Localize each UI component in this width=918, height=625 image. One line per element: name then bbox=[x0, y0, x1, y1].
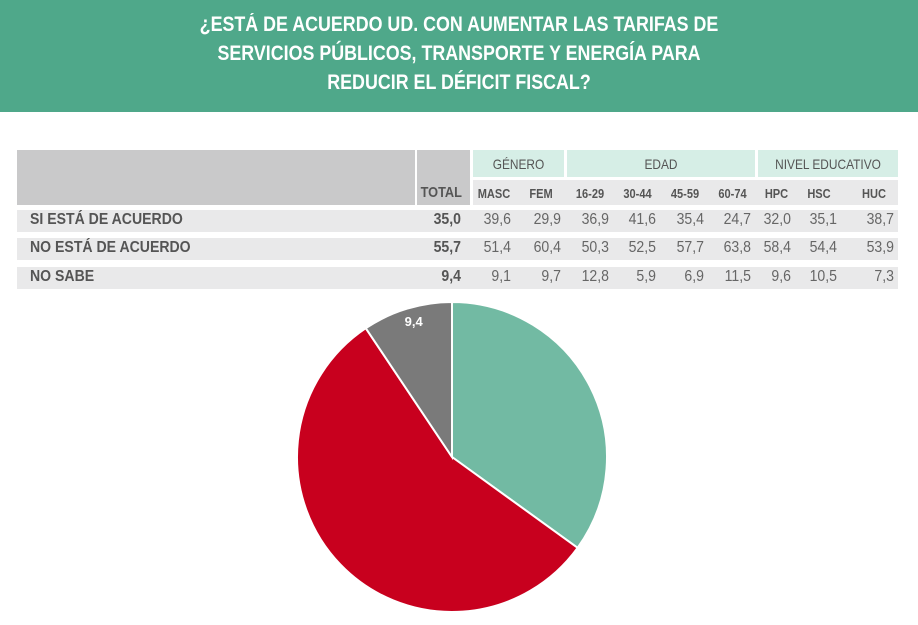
column-header: HPC bbox=[764, 186, 789, 201]
cell-value: 50,3 bbox=[581, 239, 609, 256]
group-label: EDAD bbox=[644, 156, 678, 172]
column-header: 16-29 bbox=[575, 186, 605, 201]
total-value: 35,0 bbox=[433, 211, 461, 228]
cell-value: 9,7 bbox=[541, 268, 561, 285]
cell-value: 9,1 bbox=[491, 268, 511, 285]
column-header: FEM bbox=[529, 186, 553, 201]
pie-label: 35,0 bbox=[547, 320, 572, 335]
group-label: GÉNERO bbox=[492, 156, 545, 172]
cell-value: 53,9 bbox=[866, 239, 894, 256]
cell-value: 35,4 bbox=[676, 211, 704, 228]
pie-slice bbox=[364, 300, 453, 461]
cell-value: 60,4 bbox=[533, 239, 561, 256]
total-value: 55,7 bbox=[433, 239, 461, 256]
pie-label: 55,7 bbox=[358, 593, 383, 608]
column-header: TOTAL bbox=[420, 184, 462, 201]
row-label: SI ESTÁ DE ACUERDO bbox=[30, 211, 183, 228]
cell-value: 35,1 bbox=[809, 211, 837, 228]
group-genero: GÉNERO bbox=[473, 150, 564, 177]
cell-value: 57,7 bbox=[676, 239, 704, 256]
table-row bbox=[17, 267, 898, 289]
column-header-band bbox=[473, 180, 898, 205]
group-label: NIVEL EDUCATIVO bbox=[775, 156, 881, 172]
title-line: REDUCIR EL DÉFICIT FISCAL? bbox=[327, 71, 591, 94]
title-line: SERVICIOS PÚBLICOS, TRANSPORTE Y ENERGÍA… bbox=[217, 42, 701, 65]
column-header: 45-59 bbox=[670, 186, 700, 201]
pie-slice bbox=[296, 326, 579, 613]
cell-value: 51,4 bbox=[483, 239, 511, 256]
table-header-blank bbox=[17, 150, 415, 205]
cell-value: 39,6 bbox=[483, 211, 511, 228]
column-header: 60-74 bbox=[718, 186, 747, 201]
row-label: NO ESTÁ DE ACUERDO bbox=[30, 239, 191, 256]
column-header: 30-44 bbox=[623, 186, 652, 201]
column-header: HUC bbox=[862, 186, 886, 201]
cell-value: 29,9 bbox=[533, 211, 561, 228]
cell-value: 36,9 bbox=[581, 211, 609, 228]
cell-value: 24,7 bbox=[723, 211, 751, 228]
column-header: HSC bbox=[807, 186, 831, 201]
group-nivel-educativo: NIVEL EDUCATIVO bbox=[758, 150, 898, 177]
total-header-cell bbox=[417, 150, 470, 205]
cell-value: 63,8 bbox=[723, 239, 751, 256]
table-row bbox=[17, 210, 898, 232]
cell-value: 32,0 bbox=[763, 211, 791, 228]
cell-value: 12,8 bbox=[581, 268, 609, 285]
row-label: NO SABE bbox=[30, 268, 95, 285]
cell-value: 41,6 bbox=[628, 211, 656, 228]
cell-value: 38,7 bbox=[866, 211, 894, 228]
cell-value: 58,4 bbox=[763, 239, 791, 256]
pie-label: 9,4 bbox=[405, 314, 424, 329]
pie-slice bbox=[451, 300, 608, 550]
column-header: MASC bbox=[477, 186, 511, 201]
group-edad: EDAD bbox=[567, 150, 755, 177]
cell-value: 52,5 bbox=[628, 239, 656, 256]
cell-value: 11,5 bbox=[724, 268, 751, 285]
cell-value: 9,6 bbox=[771, 268, 791, 285]
title-line: ¿ESTÁ DE ACUERDO UD. CON AUMENTAR LAS TA… bbox=[199, 13, 719, 36]
title-banner: ¿ESTÁ DE ACUERDO UD. CON AUMENTAR LAS TA… bbox=[0, 0, 918, 112]
cell-value: 10,5 bbox=[809, 268, 837, 285]
cell-value: 7,3 bbox=[874, 268, 894, 285]
cell-value: 6,9 bbox=[684, 268, 704, 285]
chart-title: ¿ESTÁ DE ACUERDO UD. CON AUMENTAR LAS TA… bbox=[196, 10, 721, 97]
cell-value: 5,9 bbox=[636, 268, 656, 285]
total-value: 9,4 bbox=[441, 268, 461, 285]
cell-value: 54,4 bbox=[809, 239, 837, 256]
table-row bbox=[17, 238, 898, 260]
